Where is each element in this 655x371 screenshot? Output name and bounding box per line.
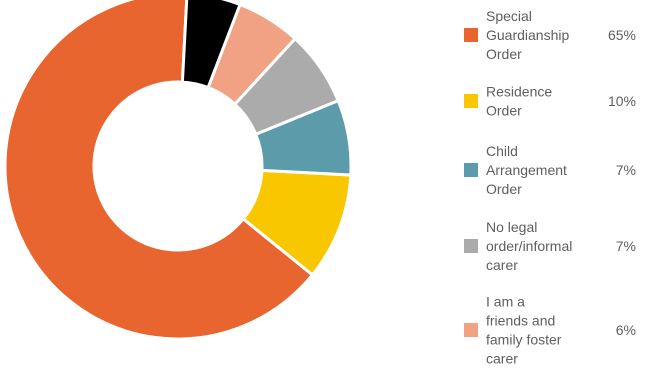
legend-value-3: 7% bbox=[616, 162, 636, 178]
legend-value-4: 7% bbox=[616, 238, 636, 254]
legend-label-5: I am a friends and family foster carer bbox=[486, 294, 562, 367]
legend-swatch-4 bbox=[464, 239, 478, 253]
legend-label-2: Residence Order bbox=[486, 84, 552, 119]
legend-value-2: 10% bbox=[608, 93, 636, 109]
legend-value-5: 6% bbox=[616, 322, 636, 338]
legend-swatch-5 bbox=[464, 323, 478, 337]
legend-swatch-3 bbox=[464, 163, 478, 177]
donut-slice-6 bbox=[180, 0, 242, 90]
legend-label-4: No legal order/informal carer bbox=[486, 219, 572, 273]
legend-label-1: Special Guardianship Order bbox=[486, 8, 569, 62]
donut-slices bbox=[3, 0, 353, 341]
legend-swatch-1 bbox=[464, 28, 478, 42]
legend: Special Guardianship Order 65% Residence Orde… bbox=[464, 8, 636, 367]
donut-slice-1 bbox=[3, 0, 314, 341]
legend-value-1: 65% bbox=[608, 27, 636, 43]
legend-swatch-2 bbox=[464, 94, 478, 108]
legend-label-3: Child Arrangement Order bbox=[486, 143, 567, 197]
